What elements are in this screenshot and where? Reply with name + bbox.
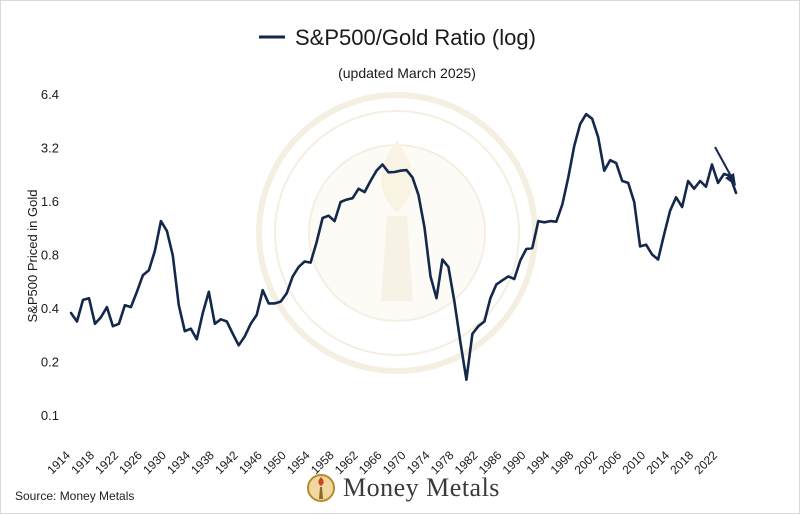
chart-subtitle: (updated March 2025) — [338, 65, 476, 81]
torch-logo-icon — [307, 474, 335, 502]
brand-logo: Money Metals — [307, 471, 500, 505]
chart-title: S&P500/Gold Ratio (log) — [295, 25, 536, 50]
x-tick-label: 1938 — [188, 448, 217, 477]
series-line — [69, 112, 738, 382]
x-tick-label: 1946 — [236, 448, 265, 477]
y-tick-label: 3.2 — [41, 141, 59, 156]
series-group — [69, 112, 738, 382]
source-note: Source: Money Metals — [15, 489, 135, 503]
y-tick-label: 0.8 — [41, 248, 59, 263]
x-tick-label: 1934 — [164, 448, 193, 477]
x-tick-label: 1950 — [260, 448, 289, 477]
x-tick-label: 1994 — [524, 448, 553, 477]
x-tick-label: 1922 — [92, 448, 121, 477]
y-tick-label: 0.2 — [41, 355, 59, 370]
y-tick-labels: 6.4 3.2 1.6 0.8 0.4 0.2 0.1 — [41, 87, 59, 423]
x-tick-label: 1926 — [116, 448, 145, 477]
y-tick-label: 6.4 — [41, 87, 59, 102]
y-tick-label: 1.6 — [41, 194, 59, 209]
x-tick-label: 1914 — [44, 448, 73, 477]
x-tick-label: 1918 — [68, 448, 97, 477]
x-tick-label: 2014 — [643, 448, 672, 477]
x-tick-label: 2010 — [619, 448, 648, 477]
x-tick-label: 2022 — [691, 448, 720, 477]
x-tick-label: 2006 — [596, 448, 625, 477]
annotation-arrow — [714, 146, 736, 186]
y-tick-label: 0.4 — [41, 301, 59, 316]
x-tick-label: 1990 — [500, 448, 529, 477]
x-tick-label: 2002 — [572, 448, 601, 477]
watermark-seal — [256, 92, 538, 374]
x-tick-label: 1930 — [140, 448, 169, 477]
x-tick-label: 1998 — [548, 448, 577, 477]
y-axis-label: S&P500 Priced in Gold — [25, 190, 40, 323]
x-tick-label: 1942 — [212, 448, 241, 477]
x-tick-label: 2018 — [667, 448, 696, 477]
y-tick-label: 0.1 — [41, 408, 59, 423]
legend: S&P500/Gold Ratio (log) — [259, 25, 536, 50]
brand-name: Money Metals — [343, 473, 500, 502]
